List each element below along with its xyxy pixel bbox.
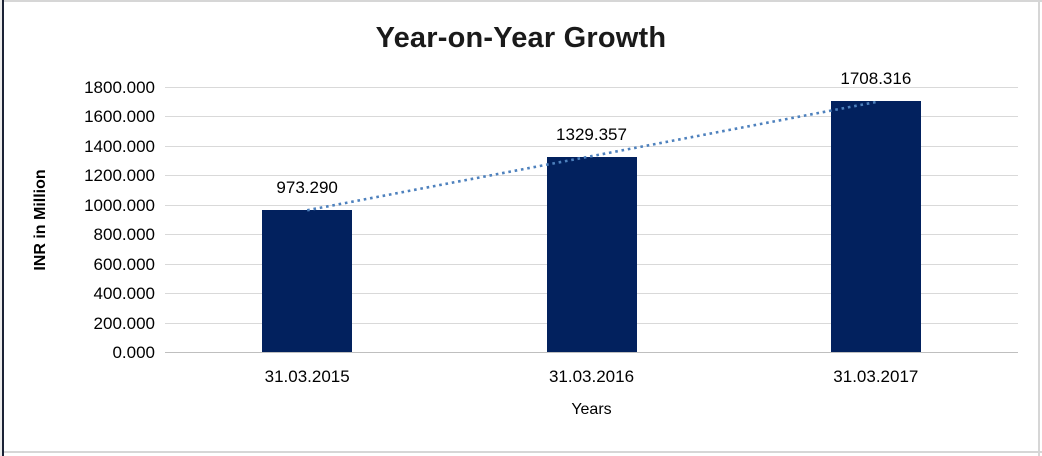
x-tick-label: 31.03.2015 [264, 367, 350, 386]
x-tick-label: 31.03.2017 [833, 367, 919, 386]
y-tick-label: 800.000 [93, 225, 155, 245]
y-tick-label: 200.000 [93, 313, 155, 333]
y-tick-label: 1400.000 [84, 136, 155, 156]
y-tick-label: 1200.000 [84, 166, 155, 186]
plot-area: 973.290 1329.357 1708.316 31.03.2015 31.03.… [165, 69, 1018, 386]
data-label: 973.290 [276, 178, 338, 197]
frame-border-right [1038, 0, 1040, 456]
frame-border-left [2, 0, 4, 456]
y-tick-label: 600.000 [93, 254, 155, 274]
bar [546, 157, 637, 353]
x-axis-line [165, 352, 1018, 353]
y-tick-label: 400.000 [93, 284, 155, 304]
bar [262, 210, 353, 353]
data-label: 1329.357 [556, 125, 627, 144]
y-tick-label: 1800.000 [84, 78, 155, 97]
data-label: 1708.316 [840, 69, 912, 88]
frame-border-left-outer [0, 0, 2, 456]
bar [830, 101, 921, 353]
chart-title: Year-on-Year Growth [375, 22, 667, 54]
y-axis-tick-labels: 0.000 200.000 400.000 600.000 800.000 1000.00… [0, 0, 155, 456]
y-tick-label: 1000.000 [84, 195, 155, 215]
y-tick-label: 0.000 [112, 343, 155, 362]
x-axis-title: Years [571, 401, 612, 418]
y-tick-label: 1600.000 [84, 107, 155, 127]
x-tick-label: 31.03.2016 [548, 367, 635, 386]
frame-border-top [0, 0, 1042, 2]
gridline [165, 87, 1018, 88]
frame-border-bottom [0, 451, 1042, 453]
